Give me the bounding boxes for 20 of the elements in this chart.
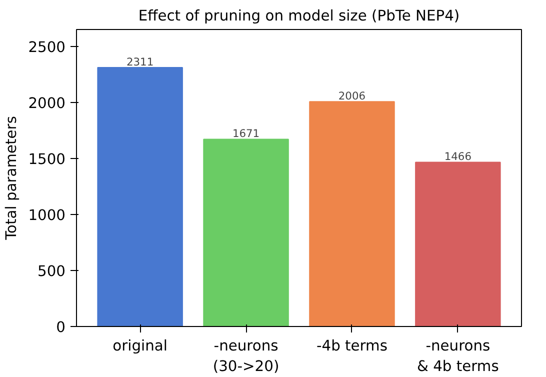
x-tick-label: original [112, 338, 168, 354]
bar [203, 138, 289, 326]
y-tick-label: 2000 [28, 94, 66, 112]
y-tick-label: 0 [56, 319, 66, 336]
y-tick-label: 2500 [28, 38, 66, 56]
x-tick-label: -neurons & 4b terms [417, 338, 499, 375]
y-tick-label: 500 [38, 262, 66, 280]
y-axis-title: Total parameters [3, 116, 20, 241]
x-tick-label: -neurons (30->20) [212, 338, 280, 375]
data-label: 2311 [126, 55, 154, 68]
data-label: 1671 [232, 127, 260, 140]
chart-title: Effect of pruning on model size (PbTe NEP4) [138, 8, 460, 24]
y-tick-label: 1500 [28, 150, 66, 168]
bar [97, 66, 183, 326]
bar [415, 162, 501, 326]
data-label: 2006 [338, 90, 366, 103]
bar [309, 101, 395, 326]
y-tick-label: 1000 [28, 206, 66, 224]
data-label: 1466 [444, 150, 472, 164]
x-tick-label: -4b terms [316, 338, 388, 354]
